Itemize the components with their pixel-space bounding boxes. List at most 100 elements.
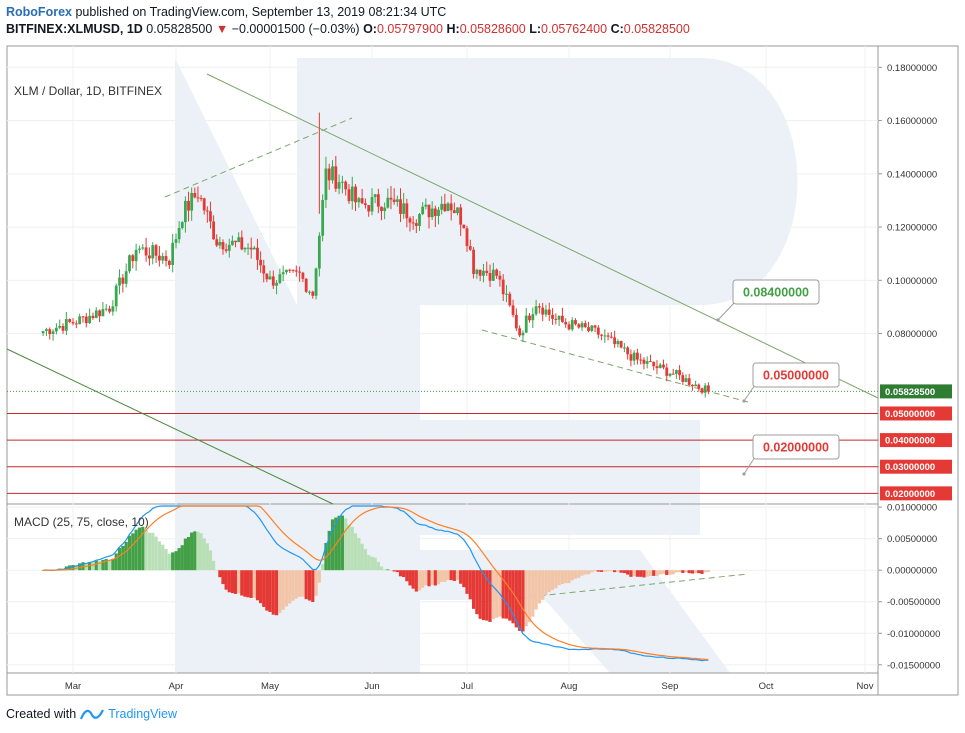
macd-histogram-bar	[330, 519, 335, 571]
candle-body	[321, 199, 325, 236]
macd-histogram-bar	[243, 570, 247, 597]
macd-histogram-bar	[199, 533, 203, 571]
candle-body	[104, 308, 108, 310]
macd-histogram-bar	[521, 570, 525, 632]
candle-body	[547, 309, 551, 315]
macd-histogram-bar	[121, 545, 125, 571]
candle-body	[430, 208, 434, 218]
macd-histogram-bar	[690, 570, 694, 574]
macd-histogram-bar	[389, 570, 393, 571]
open-label: O:	[363, 22, 377, 36]
macd-histogram-bar	[157, 541, 161, 571]
price-level-badge-label: 0.04000000	[885, 436, 935, 447]
macd-histogram-bar	[674, 570, 678, 573]
macd-histogram-bar	[504, 570, 509, 619]
candle-body	[344, 181, 348, 190]
candle-body	[101, 309, 105, 317]
candle-body	[574, 320, 577, 325]
candle-body	[577, 324, 581, 328]
macd-histogram-bar	[478, 570, 482, 619]
candle-body	[433, 208, 437, 216]
macd-histogram-bar	[511, 570, 515, 624]
callout-box	[752, 362, 840, 388]
candle-body	[64, 319, 68, 331]
time-tick-label: Aug	[561, 681, 578, 692]
macd-histogram-bar	[230, 570, 234, 594]
macd-histogram-bar	[706, 570, 710, 573]
macd-histogram-bar	[304, 570, 308, 600]
candle-body	[603, 335, 607, 337]
candle-body	[212, 221, 215, 240]
candle-body	[668, 373, 672, 376]
macd-histogram-bar	[471, 570, 476, 609]
callout-anchor-dot	[742, 472, 746, 476]
time-axis[interactable]	[6, 672, 879, 696]
candle-body	[128, 255, 131, 272]
macd-histogram-bar	[417, 570, 422, 591]
candle-body	[600, 334, 603, 336]
macd-axis-ticks: 0.01000000 0.00500000 0.00000000 -0.0050000…	[878, 503, 940, 671]
candle-body	[61, 325, 65, 331]
macd-histogram-bar	[141, 526, 145, 571]
candle-body	[475, 269, 479, 274]
time-tick-label: Jun	[364, 681, 379, 692]
macd-histogram-bar	[294, 570, 298, 599]
publisher-name[interactable]: RoboForex	[6, 5, 72, 19]
candle-body	[237, 237, 241, 243]
macd-lines	[43, 505, 709, 662]
candle-body	[514, 314, 518, 329]
macd-histogram-bar	[700, 570, 704, 574]
candle-body	[652, 361, 656, 367]
macd-histogram-bar	[446, 570, 450, 580]
macd-histogram-bar	[430, 570, 434, 585]
macd-histogram-bar	[307, 570, 312, 601]
price-tick-label: 0.12000000	[887, 223, 937, 234]
trend-lines[interactable]	[6, 73, 879, 603]
macd-histogram-bar	[233, 570, 238, 594]
candle-body	[144, 247, 148, 256]
candle-body	[495, 269, 499, 276]
macd-histogram-bar	[301, 570, 305, 597]
macd-histogram-bar	[694, 570, 698, 574]
price-callouts[interactable]: 0.08400000 0.05000000 0.02000000	[716, 279, 840, 476]
candle-body	[138, 248, 141, 250]
candle-body	[98, 310, 101, 317]
tradingview-brand[interactable]: TradingView	[108, 707, 177, 721]
candle-body	[564, 321, 568, 325]
candle-body	[443, 203, 447, 212]
candle-body	[583, 323, 587, 328]
candle-body	[81, 316, 85, 318]
price-tick-label: 0.14000000	[887, 169, 937, 180]
candle-body	[684, 378, 688, 382]
macd-histogram-bar	[622, 570, 626, 574]
macd-histogram-bar	[449, 570, 453, 581]
macd-histogram-bar	[78, 563, 82, 571]
macd-histogram-bar	[74, 565, 78, 571]
macd-histogram-bar	[386, 569, 390, 571]
price-level-badge	[880, 486, 952, 501]
candle-body	[45, 329, 48, 332]
candle-body	[340, 181, 344, 183]
candle-body	[243, 248, 247, 250]
macd-histogram-bar	[164, 548, 168, 571]
macd-histogram-bar	[475, 570, 479, 615]
candle-body	[58, 325, 62, 328]
candle-body	[259, 259, 262, 266]
candle-body	[278, 274, 282, 283]
macd-histogram-bar	[684, 570, 688, 573]
macd-histogram-bar	[265, 570, 269, 611]
macd-tick-label: 0.01000000	[887, 503, 937, 514]
candle-body	[350, 186, 354, 202]
macd-histogram-bar	[436, 570, 441, 585]
candle-body	[528, 315, 531, 321]
macd-histogram-bar	[703, 570, 707, 573]
macd-histogram-bar	[395, 570, 399, 573]
price-axis[interactable]	[877, 45, 959, 696]
candle-body	[187, 200, 190, 211]
candle-body	[537, 306, 541, 308]
candle-body	[184, 200, 187, 223]
candle-body	[707, 385, 710, 392]
candle-body	[498, 275, 502, 280]
macd-histogram-bar	[81, 562, 85, 571]
